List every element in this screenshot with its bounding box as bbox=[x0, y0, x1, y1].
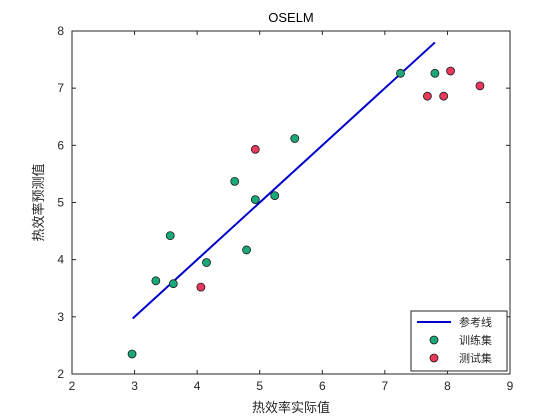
train-point bbox=[202, 258, 211, 267]
test-point bbox=[439, 91, 449, 101]
train-point bbox=[151, 276, 161, 286]
y-tick-label: 4 bbox=[57, 253, 64, 267]
train-point bbox=[168, 279, 178, 289]
train-point bbox=[230, 176, 240, 186]
reference-line bbox=[132, 41, 436, 320]
legend-label: 训练集 bbox=[459, 333, 492, 347]
train-point bbox=[127, 349, 137, 359]
x-tick-label: 3 bbox=[131, 379, 138, 393]
train-point bbox=[430, 68, 440, 78]
legend-label: 参考线 bbox=[459, 315, 492, 329]
y-tick-label: 7 bbox=[57, 81, 64, 95]
y-axis-label: 热效率预测值 bbox=[31, 163, 47, 241]
test-point bbox=[250, 144, 260, 154]
test-point bbox=[196, 282, 206, 292]
x-tick-label: 6 bbox=[319, 379, 326, 393]
train-point bbox=[250, 195, 260, 205]
y-tick-label: 6 bbox=[57, 138, 64, 152]
test-point bbox=[475, 81, 485, 91]
train-point bbox=[290, 134, 300, 143]
train-point bbox=[165, 231, 175, 241]
x-tick-label: 4 bbox=[194, 379, 201, 393]
y-tick-label: 5 bbox=[57, 196, 64, 210]
train-point bbox=[270, 191, 280, 201]
chart-title: OSELM bbox=[268, 10, 314, 25]
test-point bbox=[423, 91, 432, 101]
x-tick-label: 9 bbox=[507, 379, 514, 393]
test-point bbox=[446, 66, 455, 76]
x-tick-label: 2 bbox=[69, 379, 76, 393]
x-axis-label: 热效率实际值 bbox=[252, 400, 330, 416]
y-tick-label: 2 bbox=[57, 367, 64, 381]
x-tick-label: 5 bbox=[256, 379, 263, 393]
x-tick-label: 8 bbox=[444, 379, 451, 393]
y-tick-label: 8 bbox=[57, 24, 64, 38]
x-tick-label: 7 bbox=[382, 379, 389, 393]
y-tick-label: 3 bbox=[57, 310, 64, 324]
legend-marker-swatch bbox=[429, 353, 439, 363]
legend-marker-swatch bbox=[429, 335, 439, 345]
train-point bbox=[242, 245, 251, 255]
legend-label: 测试集 bbox=[459, 351, 492, 365]
train-point bbox=[396, 68, 405, 78]
